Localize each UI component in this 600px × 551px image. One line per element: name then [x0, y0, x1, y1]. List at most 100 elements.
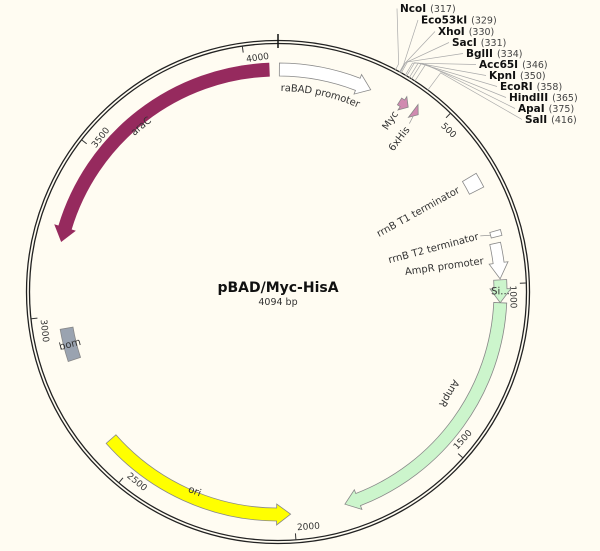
- enzyme-name: SacI: [452, 37, 477, 49]
- 6xhis-leader-line: [409, 115, 414, 124]
- ampR-promoter-label: AmpR promoter: [404, 256, 485, 278]
- enzyme-name: Acc65I: [479, 59, 518, 71]
- myc-shape: [396, 95, 409, 111]
- enzyme-label: XhoI (330): [438, 26, 494, 38]
- enzyme-name: XhoI: [438, 26, 465, 38]
- enzyme-name: BglII: [466, 48, 493, 60]
- restriction-site-BglII: BglII (334): [400, 48, 522, 74]
- enzyme-name: KpnI: [489, 70, 516, 82]
- tick-mark: [81, 139, 88, 145]
- plasmid-length: 4094 bp: [258, 297, 297, 308]
- 6xhis-shape: [407, 103, 419, 119]
- enzyme-name: ApaI: [518, 103, 545, 115]
- enzyme-position: (330): [469, 27, 495, 38]
- rrnB-T2-shape: [489, 229, 503, 239]
- tick-label: 3000: [38, 319, 50, 343]
- enzyme-position: (358): [537, 82, 563, 93]
- ampR-promoter-shape: [488, 241, 509, 280]
- enzyme-position: (334): [497, 49, 523, 60]
- enzyme-label: KpnI (350): [489, 70, 546, 82]
- rrnB-T2-leader-line: [480, 234, 491, 237]
- feature-bom: bom: [58, 326, 82, 363]
- tick-mark: [445, 113, 451, 119]
- enzyme-position: (375): [549, 104, 575, 115]
- site-leader-line: [406, 62, 487, 77]
- enzyme-position: (317): [430, 4, 456, 15]
- araBAD-promoter-shape: [278, 62, 372, 95]
- ampR-shape: [344, 302, 508, 510]
- site-leader-line: [395, 8, 399, 71]
- enzyme-position: (350): [520, 71, 546, 82]
- tick-mark: [241, 46, 244, 53]
- site-leader-line: [399, 42, 450, 73]
- restriction-site-SacI: SacI (331): [399, 37, 506, 73]
- enzyme-position: (346): [522, 60, 548, 71]
- araC-shape: [54, 62, 270, 243]
- signal-label: Si...: [491, 286, 510, 297]
- bom-label: bom: [58, 337, 82, 353]
- feature-ampR: AmpR: [344, 302, 508, 510]
- site-leader-line: [399, 31, 436, 73]
- restriction-site-NcoI: NcoI (317): [395, 3, 456, 71]
- feature-araC: araC: [54, 62, 270, 243]
- restriction-site-KpnI: KpnI (350): [406, 62, 546, 82]
- rrnB-T1-label: rrnB T1 terminator: [375, 185, 463, 240]
- tick-mark: [457, 453, 463, 458]
- restriction-site-HindIII: HindIII (365): [411, 62, 578, 104]
- site-leader-line: [399, 19, 419, 73]
- ori-label: ori: [186, 484, 202, 499]
- enzyme-name: Eco53kI: [421, 15, 467, 27]
- enzyme-label: BglII (334): [466, 48, 522, 60]
- enzyme-label: EcoRI (358): [500, 81, 562, 93]
- tick-label: 2000: [297, 522, 321, 534]
- site-leader-line: [414, 63, 516, 109]
- enzyme-position: (331): [481, 38, 507, 49]
- tick-mark: [118, 477, 124, 483]
- tick-label: 1000: [507, 285, 518, 309]
- signal-shape: [489, 279, 512, 304]
- rrnB-T1-shape: [461, 172, 485, 195]
- enzyme-label: SacI (331): [452, 37, 506, 49]
- enzyme-label: HindIII (365): [509, 92, 578, 104]
- restriction-site-EcoRI: EcoRI (358): [408, 62, 562, 93]
- tick-label: 4000: [246, 52, 270, 65]
- enzyme-name: SalI: [525, 114, 547, 126]
- restriction-sites: NcoI (317)Eco53kI (329) XhoI (330)SacI (331)B…: [395, 3, 578, 126]
- restriction-site-Eco53kI: Eco53kI (329): [399, 15, 497, 73]
- tick-mark: [31, 317, 38, 320]
- enzyme-label: ApaI (375): [518, 103, 574, 115]
- ori-shape: [105, 434, 292, 526]
- restriction-site-XhoI: XhoI (330): [399, 26, 494, 73]
- enzyme-label: Acc65I (346): [479, 59, 548, 71]
- feature-rrnB-T1: rrnB T1 terminator: [375, 172, 485, 240]
- enzyme-label: SalI (416): [525, 114, 577, 126]
- enzyme-position: (365): [552, 93, 578, 104]
- enzyme-name: NcoI: [400, 3, 426, 15]
- plasmid-name: pBAD/Myc-HisA: [217, 280, 338, 296]
- enzyme-position: (416): [551, 115, 577, 126]
- enzyme-name: EcoRI: [500, 81, 533, 93]
- site-leader-line: [408, 62, 498, 87]
- enzyme-label: NcoI (317): [400, 3, 456, 15]
- plasmid-backbone: [25, 34, 531, 545]
- restriction-site-ApaI: ApaI (375): [414, 63, 574, 115]
- restriction-site-Acc65I: Acc65I (346): [404, 59, 548, 76]
- bom-shape: [59, 326, 82, 363]
- site-leader-line: [404, 62, 477, 76]
- enzyme-label: Eco53kI (329): [421, 15, 497, 27]
- restriction-site-SalI: SalI (416): [427, 72, 577, 126]
- site-leader-line: [400, 53, 464, 74]
- ampR-label: AmpR: [436, 378, 461, 409]
- site-leader-line: [427, 72, 523, 120]
- site-leader-line: [411, 62, 507, 98]
- enzyme-position: (329): [471, 16, 497, 27]
- feature-ori: ori: [105, 434, 292, 526]
- enzyme-name: HindIII: [509, 92, 548, 104]
- ampR-label-text: AmpR: [436, 378, 461, 409]
- feature-signal: Si...: [489, 279, 512, 304]
- myc-label: Myc: [381, 109, 401, 132]
- ori-label-text: ori: [186, 484, 202, 499]
- tick-label: 500: [438, 121, 458, 140]
